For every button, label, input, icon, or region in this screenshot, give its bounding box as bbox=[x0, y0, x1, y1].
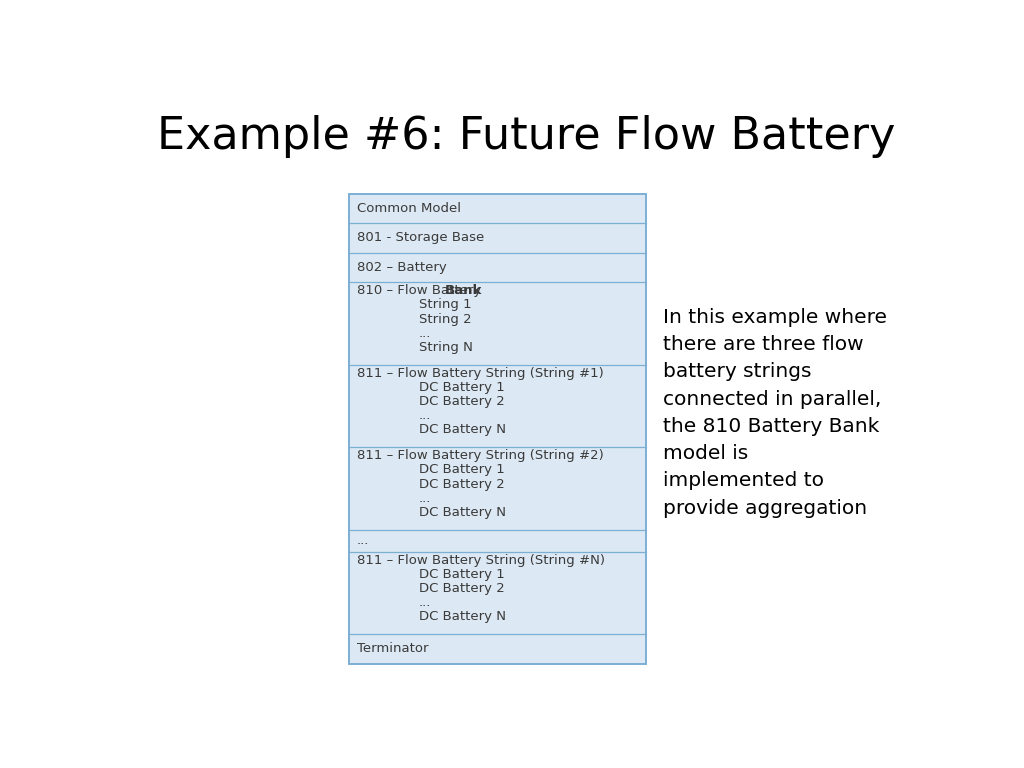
Text: Bank: Bank bbox=[445, 284, 482, 297]
Text: DC Battery 1: DC Battery 1 bbox=[419, 381, 505, 394]
Text: Example #6: Future Flow Battery: Example #6: Future Flow Battery bbox=[158, 115, 896, 158]
Text: In this example where
there are three flow
battery strings
connected in parallel: In this example where there are three fl… bbox=[663, 308, 887, 518]
Bar bbox=[349, 194, 646, 664]
Text: String 2: String 2 bbox=[419, 313, 471, 326]
Bar bbox=[349, 194, 646, 664]
Text: 811 – Flow Battery String (String #2): 811 – Flow Battery String (String #2) bbox=[356, 449, 603, 462]
Text: Terminator: Terminator bbox=[356, 642, 428, 655]
Text: 811 – Flow Battery String (String #N): 811 – Flow Battery String (String #N) bbox=[356, 554, 604, 567]
Text: Common Model: Common Model bbox=[356, 202, 461, 215]
Text: DC Battery 2: DC Battery 2 bbox=[419, 395, 505, 408]
Text: String N: String N bbox=[419, 341, 472, 354]
Text: DC Battery 1: DC Battery 1 bbox=[419, 568, 505, 581]
Text: DC Battery N: DC Battery N bbox=[419, 506, 506, 519]
Text: DC Battery 2: DC Battery 2 bbox=[419, 582, 505, 595]
Text: ...: ... bbox=[356, 534, 369, 547]
Text: 811 – Flow Battery String (String #1): 811 – Flow Battery String (String #1) bbox=[356, 366, 603, 379]
Text: ...: ... bbox=[419, 596, 431, 609]
Text: DC Battery 2: DC Battery 2 bbox=[419, 478, 505, 491]
Text: ...: ... bbox=[419, 327, 431, 339]
Text: 802 – Battery: 802 – Battery bbox=[356, 261, 446, 274]
Text: 801 - Storage Base: 801 - Storage Base bbox=[356, 231, 484, 244]
Text: 810 – Flow Battery: 810 – Flow Battery bbox=[356, 284, 485, 297]
Text: ...: ... bbox=[419, 492, 431, 505]
Text: ...: ... bbox=[419, 409, 431, 422]
Text: DC Battery 1: DC Battery 1 bbox=[419, 463, 505, 476]
Text: DC Battery N: DC Battery N bbox=[419, 423, 506, 436]
Text: DC Battery N: DC Battery N bbox=[419, 611, 506, 624]
Text: String 1: String 1 bbox=[419, 299, 471, 311]
